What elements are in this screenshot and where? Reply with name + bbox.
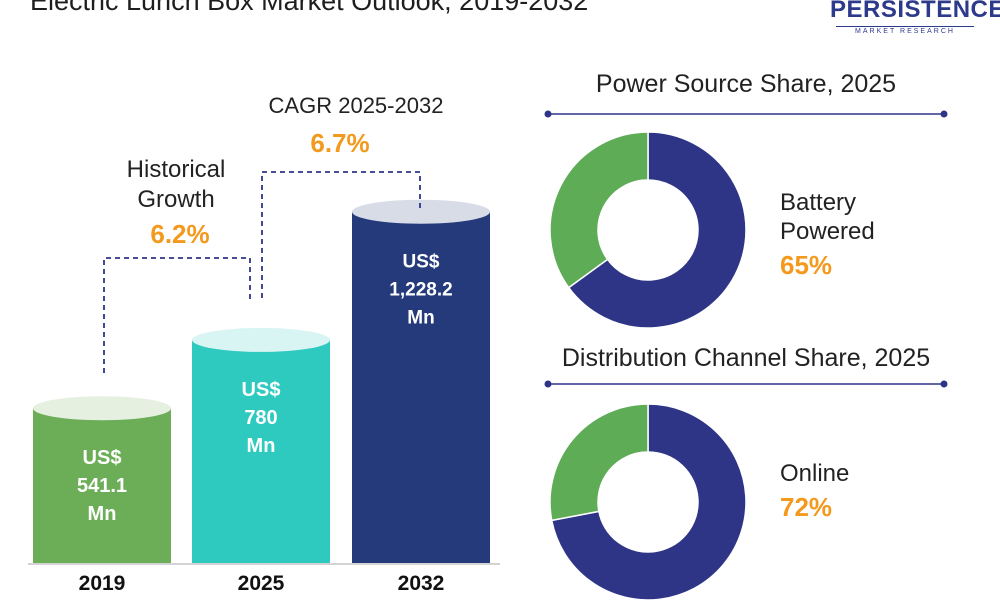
donut1-slice-0 xyxy=(567,131,747,329)
bar-top-2019 xyxy=(33,396,171,421)
power-source-title: Power Source Share, 2025 xyxy=(596,70,896,98)
cagr-value: 6.7% xyxy=(310,128,369,158)
bar-value-label-2032: Mn xyxy=(407,308,434,329)
distribution-channel-title: Distribution Channel Share, 2025 xyxy=(562,344,930,372)
cagr-connector xyxy=(261,171,421,298)
battery-powered-label-line2: Powered xyxy=(780,218,875,245)
bar-value-label-2019: Mn xyxy=(88,503,117,525)
distribution-rule-dot-left xyxy=(544,380,552,388)
historical-growth-annotation: Historical Growth 6.2% xyxy=(103,156,251,373)
power-source-rule-dot-right xyxy=(940,110,948,118)
bar-value-label-2032: 1,228.2 xyxy=(389,280,452,301)
bar-value-label-2025: US$ xyxy=(242,379,281,401)
bar-2032 xyxy=(352,211,490,563)
cagr-annotation: CAGR 2025-2032 6.7% xyxy=(261,93,444,298)
x-axis-label-2032: 2032 xyxy=(398,572,445,595)
historical-growth-connector xyxy=(103,257,251,373)
distribution-channel-panel: Distribution Channel Share, 2025 Online … xyxy=(544,344,948,600)
historical-growth-label-line1: Historical xyxy=(127,156,226,183)
x-axis-label-2025: 2025 xyxy=(238,572,285,595)
page-title: Electric Lunch Box Market Outlook, 2019-… xyxy=(30,0,589,16)
bar-value-label-2032: US$ xyxy=(403,252,440,273)
distribution-rule-dot-right xyxy=(940,380,948,388)
logo-wordmark: PERSISTENCE xyxy=(830,0,1000,23)
market-size-bar-chart: US$ 541.1 Mn 2019 US$ 780 Mn 2025 US$ 1,228.2 Mn 20… xyxy=(28,199,500,595)
bar-value-label-2025: Mn xyxy=(247,435,276,457)
donut2-slice-1 xyxy=(549,403,649,522)
bar-top-2025 xyxy=(192,327,330,352)
bar-value-label-2019: 541.1 xyxy=(77,475,127,497)
power-source-panel: Power Source Share, 2025 Battery Powered… xyxy=(544,70,948,329)
historical-growth-value: 6.2% xyxy=(150,219,209,249)
brand-logo: PERSISTENCE MARKET RESEARCH xyxy=(830,0,1000,35)
battery-powered-label-line1: Battery xyxy=(780,189,856,216)
power-source-rule-dot-left xyxy=(544,110,552,118)
logo-tagline: MARKET RESEARCH xyxy=(836,26,974,35)
bar-2025 xyxy=(192,339,330,563)
bar-value-label-2019: US$ xyxy=(83,447,122,469)
historical-growth-label-line2: Growth xyxy=(137,186,214,213)
distribution-channel-donut xyxy=(549,403,747,600)
power-source-donut xyxy=(549,131,747,329)
bar-top-2032 xyxy=(352,199,490,224)
battery-powered-value: 65% xyxy=(780,250,832,280)
donut1-slice-1 xyxy=(549,131,649,289)
online-label: Online xyxy=(780,460,849,487)
bar-2019 xyxy=(33,408,171,563)
donut2-slice-0 xyxy=(550,403,747,600)
cagr-label: CAGR 2025-2032 xyxy=(269,93,444,118)
x-axis-label-2019: 2019 xyxy=(79,572,126,595)
online-value: 72% xyxy=(780,492,832,522)
bar-value-label-2025: 780 xyxy=(244,407,277,429)
